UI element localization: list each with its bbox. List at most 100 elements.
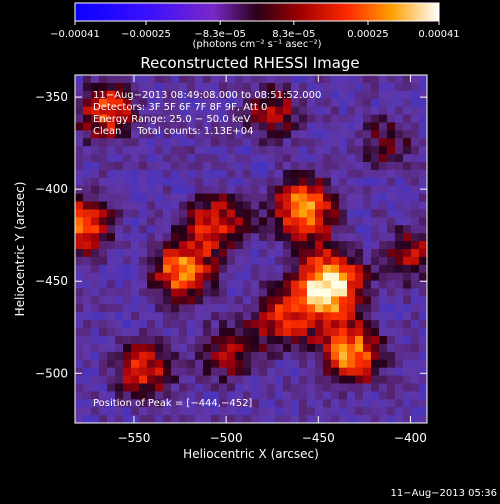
- image-pixel: [403, 114, 412, 124]
- image-pixel: [387, 98, 396, 108]
- image-pixel: [91, 106, 100, 116]
- image-pixel: [363, 249, 372, 258]
- image-pixel: [331, 328, 340, 337]
- image-pixel: [147, 359, 156, 369]
- image-pixel: [147, 233, 156, 242]
- image-pixel: [147, 201, 156, 211]
- image-pixel: [83, 106, 92, 116]
- image-pixel: [299, 146, 308, 155]
- image-pixel: [395, 312, 404, 321]
- image-pixel: [411, 233, 420, 242]
- image-pixel: [139, 209, 148, 218]
- image-pixel: [179, 383, 188, 392]
- image-pixel: [243, 130, 252, 139]
- image-pixel: [323, 407, 332, 416]
- image-pixel: [355, 146, 364, 155]
- image-pixel: [363, 193, 372, 203]
- image-pixel: [227, 193, 236, 203]
- image-pixel: [363, 146, 372, 155]
- image-pixel: [147, 312, 156, 321]
- image-pixel: [307, 225, 316, 234]
- image-pixel: [379, 90, 388, 100]
- image-pixel: [211, 399, 220, 408]
- image-pixel: [83, 256, 92, 266]
- image-pixel: [91, 114, 100, 124]
- image-pixel: [275, 391, 284, 400]
- image-pixel: [219, 336, 228, 345]
- image-pixel: [347, 225, 356, 234]
- image-pixel: [379, 162, 388, 171]
- image-pixel: [323, 217, 332, 226]
- image-pixel: [379, 320, 388, 329]
- image-pixel: [411, 264, 420, 274]
- image-pixel: [123, 233, 132, 242]
- image-pixel: [283, 114, 292, 124]
- image-pixel: [171, 209, 180, 218]
- image-pixel: [203, 383, 212, 392]
- image-pixel: [211, 272, 220, 282]
- image-pixel: [411, 169, 420, 179]
- image-pixel: [91, 193, 100, 203]
- image-pixel: [75, 256, 84, 266]
- image-pixel: [379, 399, 388, 408]
- image-pixel: [155, 415, 164, 423]
- image-pixel: [339, 138, 348, 147]
- image-pixel: [403, 90, 412, 100]
- image-pixel: [315, 225, 324, 234]
- image-pixel: [227, 162, 236, 171]
- image-pixel: [259, 82, 268, 92]
- image-pixel: [171, 154, 180, 163]
- image-pixel: [91, 90, 100, 100]
- image-pixel: [139, 407, 148, 416]
- image-pixel: [355, 82, 364, 92]
- image-pixel: [235, 154, 244, 163]
- image-pixel: [147, 122, 156, 131]
- image-pixel: [387, 106, 396, 116]
- image-pixel: [179, 75, 188, 84]
- image-pixel: [347, 296, 356, 305]
- image-pixel: [75, 351, 84, 361]
- image-pixel: [315, 114, 324, 124]
- image-pixel: [331, 351, 340, 361]
- image-pixel: [83, 249, 92, 258]
- image-pixel: [139, 375, 148, 385]
- image-pixel: [259, 98, 268, 108]
- image-pixel: [403, 209, 412, 218]
- image-pixel: [259, 367, 268, 377]
- image-pixel: [307, 106, 316, 116]
- image-pixel: [83, 193, 92, 203]
- image-pixel: [331, 312, 340, 321]
- image-pixel: [355, 201, 364, 211]
- image-pixel: [75, 249, 84, 258]
- image-pixel: [355, 90, 364, 100]
- image-pixel: [411, 90, 420, 100]
- image-pixel: [115, 122, 124, 131]
- image-pixel: [347, 312, 356, 321]
- image-pixel: [83, 241, 92, 250]
- image-pixel: [179, 256, 188, 266]
- image-pixel: [379, 280, 388, 290]
- image-pixel: [275, 162, 284, 171]
- image-pixel: [267, 280, 276, 290]
- image-pixel: [107, 169, 116, 179]
- image-pixel: [323, 82, 332, 92]
- image-pixel: [155, 90, 164, 100]
- image-pixel: [99, 75, 108, 84]
- image-pixel: [227, 264, 236, 274]
- image-pixel: [283, 328, 292, 337]
- image-pixel: [371, 375, 380, 385]
- image-pixel: [315, 391, 324, 400]
- image-pixel: [123, 90, 132, 100]
- image-pixel: [411, 241, 420, 250]
- image-pixel: [291, 193, 300, 203]
- image-pixel: [235, 201, 244, 211]
- image-pixel: [179, 312, 188, 321]
- image-pixel: [355, 320, 364, 329]
- image-pixel: [419, 375, 427, 385]
- colorbar-tick-label: 0.00041: [418, 29, 459, 40]
- image-pixel: [195, 399, 204, 408]
- image-pixel: [355, 359, 364, 369]
- image-pixel: [307, 162, 316, 171]
- image-pixel: [299, 336, 308, 345]
- image-pixel: [155, 114, 164, 124]
